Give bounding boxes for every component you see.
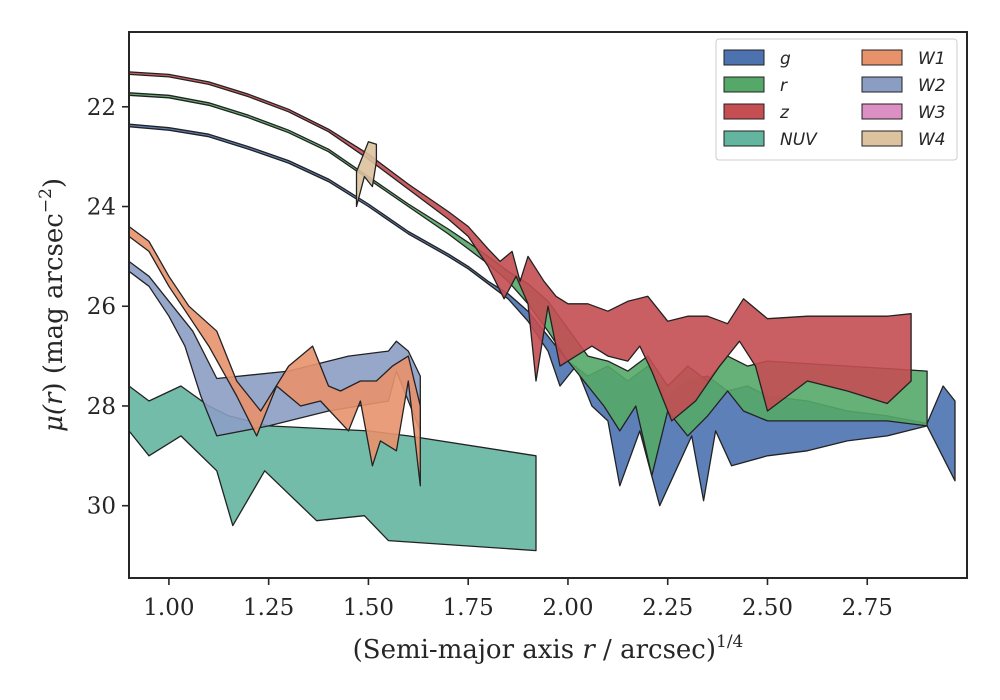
legend-label-NUV: NUV	[780, 130, 818, 150]
x-axis-title-exponent: 1/4	[716, 632, 743, 652]
legend-label-z: z	[779, 103, 790, 123]
legend: grz NUV W1 W2 W3 W4	[715, 38, 958, 161]
band-W1	[128, 225, 421, 487]
legend-swatch-W3	[861, 103, 903, 120]
x-tick-label: 1.25	[243, 595, 294, 621]
x-axis-title: (Semi-major axis r / arcsec)1/4	[353, 632, 744, 665]
y-tick-label: 24	[87, 195, 116, 221]
x-tick-label: 2.50	[742, 595, 793, 621]
band-layer	[128, 71, 956, 552]
x-tick-label: 2.75	[842, 595, 893, 621]
legend-label-g: g	[780, 49, 791, 69]
y-axis-title-units: ) (mag arcsec	[39, 213, 69, 392]
x-axis-title-prefix: (Semi-major axis	[353, 635, 583, 665]
y-axis-title: μ(r) (mag arcsec−2)	[36, 178, 69, 432]
legend-swatch-W1	[861, 49, 903, 66]
legend-swatch-r	[723, 76, 765, 93]
legend-label-W4: W4	[918, 130, 946, 150]
x-tick-label: 1.75	[443, 595, 494, 621]
y-tick-label: 30	[87, 494, 116, 520]
legend-swatch-W2	[861, 76, 903, 93]
x-axis-ticks: 1.00 1.25 1.50 1.75 2.00 2.25 2.50 2.75	[143, 578, 893, 621]
x-axis-title-variable: r	[582, 635, 596, 665]
y-tick-label: 28	[87, 394, 116, 420]
legend-label-W3: W3	[918, 103, 946, 123]
band-W4	[355, 141, 378, 208]
y-axis-title-exponent: −2	[36, 188, 56, 213]
x-tick-label: 1.00	[143, 595, 194, 621]
legend-swatch-NUV	[723, 130, 765, 147]
y-axis-title-mu: μ(	[39, 404, 69, 432]
x-axis-title-suffix: / arcsec)	[595, 635, 716, 665]
band-z	[128, 71, 912, 422]
y-axis-title-variable: r	[39, 391, 69, 405]
legend-label-W2: W2	[918, 76, 946, 96]
y-axis-ticks: 22 24 26 28 30	[87, 95, 129, 520]
legend-swatch-z	[723, 103, 765, 120]
legend-swatch-W4	[861, 130, 903, 147]
x-tick-label: 1.50	[343, 595, 394, 621]
y-tick-label: 26	[87, 294, 116, 320]
y-tick-label: 22	[87, 95, 116, 121]
plot-frame	[128, 31, 968, 579]
legend-swatch-g	[723, 49, 765, 66]
x-tick-label: 2.25	[642, 595, 693, 621]
legend-frame	[715, 38, 958, 161]
legend-label-W1: W1	[918, 49, 946, 69]
legend-label-r: r	[780, 76, 788, 96]
y-axis-title-close: )	[39, 178, 69, 188]
x-tick-label: 2.00	[542, 595, 593, 621]
